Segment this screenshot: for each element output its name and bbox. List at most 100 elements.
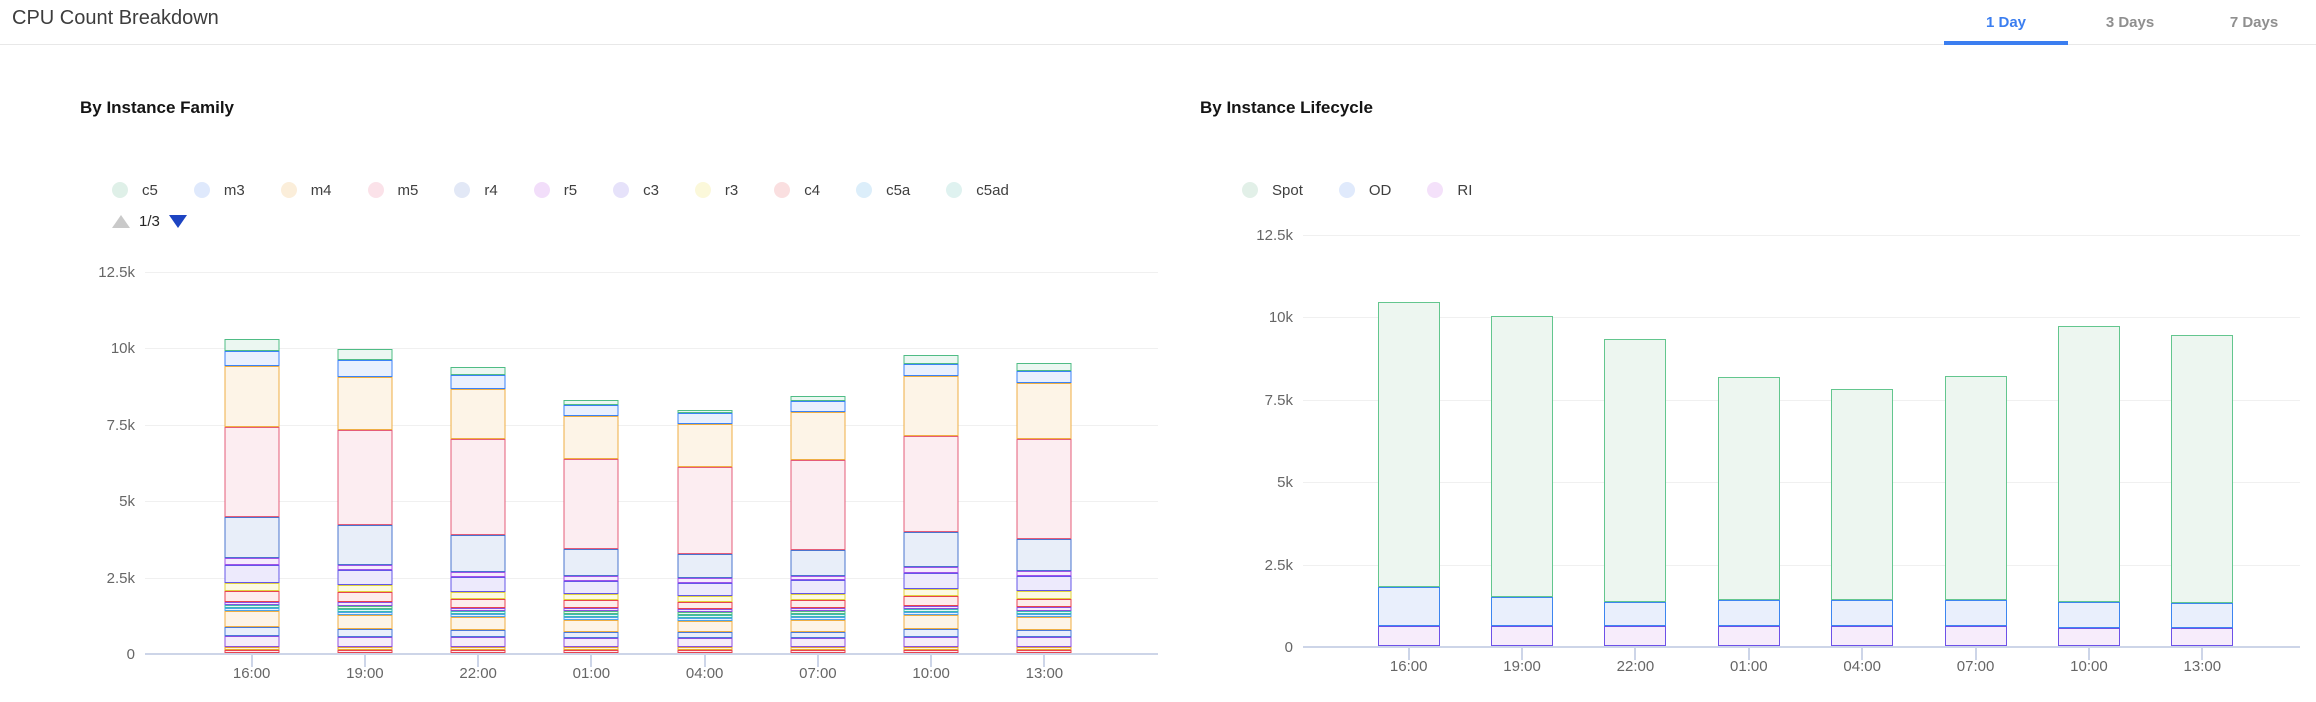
bar-segment-r4[interactable] [1016, 538, 1072, 571]
legend-item-c3[interactable]: c3 [613, 182, 659, 199]
bar-segment-c5ad[interactable] [677, 615, 733, 619]
bar-segment-c3[interactable] [450, 577, 506, 592]
bar-segment-unlabeled-blue[interactable] [790, 631, 846, 639]
bar-segment-r5[interactable] [1016, 570, 1072, 577]
bar-segment-c4[interactable] [903, 596, 959, 606]
legend-item-od[interactable]: OD [1338, 182, 1391, 199]
bar-segment-unlabeled-amber[interactable] [677, 621, 733, 633]
stacked-bar-19-00[interactable] [1491, 316, 1554, 646]
bar-segment-unlabeled-violet[interactable] [677, 638, 733, 647]
bar-segment-unlabeled-blue[interactable] [563, 631, 619, 638]
bar-segment-ri[interactable] [1944, 626, 2007, 646]
bar-segment-c5ad[interactable] [790, 614, 846, 618]
bar-segment-r3[interactable] [677, 595, 733, 602]
bar-segment-unlabeled-blue[interactable] [224, 627, 280, 637]
bar-segment-c4[interactable] [790, 599, 846, 608]
bar-segment-unlabeled-red[interactable] [450, 649, 506, 653]
bar-segment-r4[interactable] [337, 524, 393, 565]
bar-segment-spot[interactable] [1491, 316, 1554, 597]
bar-segment-c5a[interactable] [450, 614, 506, 618]
stacked-bar-01-00[interactable] [1717, 377, 1780, 646]
bar-segment-r3[interactable] [450, 591, 506, 599]
bar-segment-od[interactable] [2171, 603, 2234, 628]
bar-segment-c5a[interactable] [790, 617, 846, 621]
bar-segment-unlabeled-amber[interactable] [450, 617, 506, 630]
bar-segment-c3[interactable] [677, 583, 733, 596]
bar-segment-r4[interactable] [903, 532, 959, 568]
bar-segment-m5[interactable] [337, 430, 393, 525]
bar-segment-ri[interactable] [1377, 626, 1440, 646]
bar-segment-od[interactable] [2057, 601, 2120, 628]
bar-segment-unlabeled-red[interactable] [224, 649, 280, 653]
bar-segment-unlabeled-violet[interactable] [450, 637, 506, 647]
bar-segment-ri[interactable] [1491, 626, 1554, 646]
bar-segment-c5[interactable] [790, 396, 846, 401]
legend-item-spot[interactable]: Spot [1242, 182, 1303, 199]
bar-segment-c5[interactable] [1016, 362, 1072, 372]
stacked-bar-13-00[interactable] [2171, 334, 2234, 646]
bar-segment-unlabeled-violet[interactable] [903, 637, 959, 647]
bar-segment-c4[interactable] [450, 598, 506, 608]
bar-segment-od[interactable] [1717, 599, 1780, 627]
legend-item-ri[interactable]: RI [1427, 182, 1472, 199]
bar-segment-spot[interactable] [1944, 375, 2007, 600]
bar-segment-unlabeled-gold[interactable] [790, 647, 846, 650]
stacked-bar-16-00[interactable] [1377, 301, 1440, 646]
legend-item-r5[interactable]: r5 [533, 182, 577, 199]
bar-segment-unlabeled-violet[interactable] [337, 636, 393, 647]
bar-segment-r5[interactable] [450, 571, 506, 578]
bar-segment-m3[interactable] [450, 374, 506, 389]
bar-segment-od[interactable] [1944, 599, 2007, 627]
bar-segment-ri[interactable] [1604, 626, 1667, 646]
bar-segment-unlabeled-violet-2[interactable] [1016, 607, 1072, 611]
bar-segment-unlabeled-blue[interactable] [677, 632, 733, 639]
stacked-bar-10-00[interactable] [903, 355, 959, 653]
bar-segment-ri[interactable] [1831, 626, 1894, 646]
bar-segment-unlabeled-blue[interactable] [1016, 629, 1072, 638]
bar-segment-c5[interactable] [450, 366, 506, 375]
bar-segment-m5[interactable] [1016, 439, 1072, 539]
bar-segment-c3[interactable] [337, 570, 393, 586]
tab-3-days[interactable]: 3 Days [2105, 13, 2155, 31]
bar-segment-r3[interactable] [224, 583, 280, 592]
bar-segment-r3[interactable] [903, 589, 959, 597]
bar-segment-c4[interactable] [1016, 598, 1072, 608]
bar-segment-r3[interactable] [1016, 591, 1072, 599]
bar-segment-m4[interactable] [677, 424, 733, 467]
legend-item-m3[interactable]: m3 [193, 182, 245, 199]
bar-segment-c5a[interactable] [337, 611, 393, 615]
legend-page-up-icon[interactable] [112, 214, 130, 228]
bar-segment-r5[interactable] [224, 558, 280, 565]
bar-segment-m3[interactable] [903, 364, 959, 377]
bar-segment-c4[interactable] [563, 600, 619, 609]
bar-segment-unlabeled-violet[interactable] [563, 637, 619, 647]
bar-segment-c3[interactable] [903, 573, 959, 590]
bar-segment-m4[interactable] [790, 412, 846, 460]
bar-segment-c5[interactable] [903, 355, 959, 365]
bar-segment-unlabeled-violet-2[interactable] [563, 608, 619, 612]
bar-segment-unlabeled-green[interactable] [563, 611, 619, 615]
bar-segment-unlabeled-green[interactable] [677, 612, 733, 616]
bar-segment-c5[interactable] [337, 349, 393, 360]
bar-segment-m3[interactable] [677, 413, 733, 425]
bar-segment-c5a[interactable] [1016, 613, 1072, 617]
bar-segment-unlabeled-violet-2[interactable] [224, 601, 280, 606]
bar-segment-unlabeled-violet[interactable] [790, 638, 846, 647]
bar-segment-r4[interactable] [677, 554, 733, 579]
bar-segment-unlabeled-gold[interactable] [450, 646, 506, 650]
bar-segment-unlabeled-amber[interactable] [224, 611, 280, 628]
bar-segment-unlabeled-violet-2[interactable] [450, 607, 506, 612]
bar-segment-r5[interactable] [903, 567, 959, 574]
bar-segment-unlabeled-blue[interactable] [450, 629, 506, 638]
bar-segment-r3[interactable] [337, 585, 393, 593]
stacked-bar-10-00[interactable] [2057, 326, 2120, 646]
bar-segment-c5ad[interactable] [903, 609, 959, 613]
bar-segment-c5ad[interactable] [450, 611, 506, 615]
bar-segment-c4[interactable] [677, 601, 733, 610]
bar-segment-r3[interactable] [563, 594, 619, 601]
bar-segment-m4[interactable] [563, 415, 619, 459]
bar-segment-unlabeled-blue[interactable] [337, 628, 393, 637]
bar-segment-unlabeled-amber[interactable] [790, 620, 846, 632]
legend-item-r3[interactable]: r3 [694, 182, 738, 199]
bar-segment-m5[interactable] [450, 439, 506, 536]
